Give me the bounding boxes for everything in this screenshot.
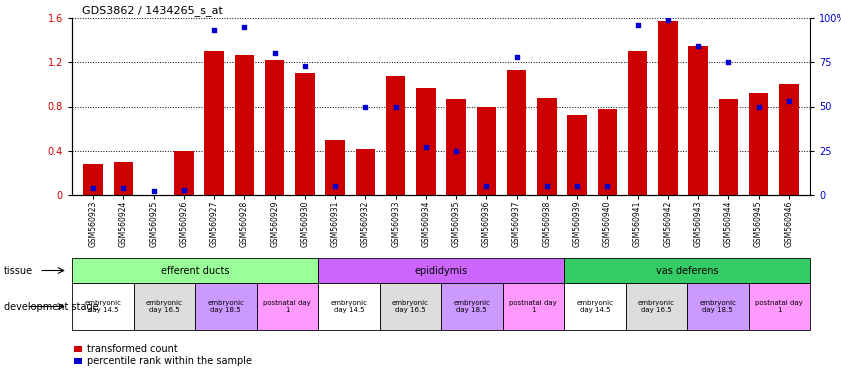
Bar [72,258,318,283]
Text: postnatal day
1: postnatal day 1 [755,300,803,313]
Bar [626,283,687,330]
Bar [72,283,134,330]
Point [691,43,705,50]
Point [268,50,282,56]
Text: efferent ducts: efferent ducts [161,265,230,275]
Bar [318,283,379,330]
Bar [507,70,526,195]
Point [570,183,584,189]
Bar [134,283,195,330]
Text: embryonic
day 18.5: embryonic day 18.5 [699,300,736,313]
Point [238,24,251,30]
Bar [564,283,626,330]
Point [147,189,161,195]
Text: embryonic
day 14.5: embryonic day 14.5 [576,300,613,313]
Text: tissue: tissue [4,265,34,275]
Text: embryonic
day 16.5: embryonic day 16.5 [637,300,674,313]
Text: embryonic
day 18.5: embryonic day 18.5 [207,300,244,313]
Bar [441,283,503,330]
Point [449,148,463,154]
Point [419,144,432,150]
Point [631,22,644,28]
Text: postnatal day
1: postnatal day 1 [263,300,311,313]
Bar [748,283,810,330]
Bar [356,149,375,195]
Text: transformed count: transformed count [87,344,177,354]
Bar [447,99,466,195]
Bar [687,283,748,330]
Bar [718,99,738,195]
Text: embryonic
day 16.5: embryonic day 16.5 [145,300,182,313]
Point [208,27,221,33]
Point [782,98,796,104]
Text: percentile rank within the sample: percentile rank within the sample [87,356,251,366]
Point [510,54,523,60]
Bar [325,140,345,195]
Text: embryonic
day 14.5: embryonic day 14.5 [84,300,121,313]
Bar [204,51,224,195]
Bar [537,98,557,195]
Bar [477,106,496,195]
Point [661,17,674,23]
Bar [627,51,648,195]
Text: development stage: development stage [4,301,99,311]
Point [177,187,191,193]
Point [722,59,735,65]
Bar [416,88,436,195]
Bar [379,283,441,330]
Text: postnatal day
1: postnatal day 1 [510,300,557,313]
Bar [568,115,587,195]
Bar [779,84,799,195]
Bar [597,109,617,195]
Point [87,185,100,191]
Bar [503,283,564,330]
Text: embryonic
day 14.5: embryonic day 14.5 [331,300,368,313]
Text: epididymis: epididymis [415,265,468,275]
Point [358,103,372,109]
Point [329,183,342,189]
Bar [295,73,315,195]
Bar [318,258,564,283]
Text: embryonic
day 18.5: embryonic day 18.5 [453,300,490,313]
Bar [83,164,103,195]
Point [117,185,130,191]
Bar [265,60,284,195]
Bar [688,46,708,195]
Bar [564,258,810,283]
Bar [748,93,769,195]
Bar [235,55,254,195]
Text: embryonic
day 16.5: embryonic day 16.5 [392,300,429,313]
Point [299,63,312,69]
Point [389,103,402,109]
Bar [195,283,257,330]
Bar [658,22,678,195]
Bar [257,283,318,330]
Point [540,183,553,189]
Text: vas deferens: vas deferens [656,265,718,275]
Point [600,183,614,189]
Bar [114,162,133,195]
Text: GDS3862 / 1434265_s_at: GDS3862 / 1434265_s_at [82,5,223,16]
Point [752,103,765,109]
Bar [386,76,405,195]
Bar [174,151,193,195]
Point [479,183,493,189]
